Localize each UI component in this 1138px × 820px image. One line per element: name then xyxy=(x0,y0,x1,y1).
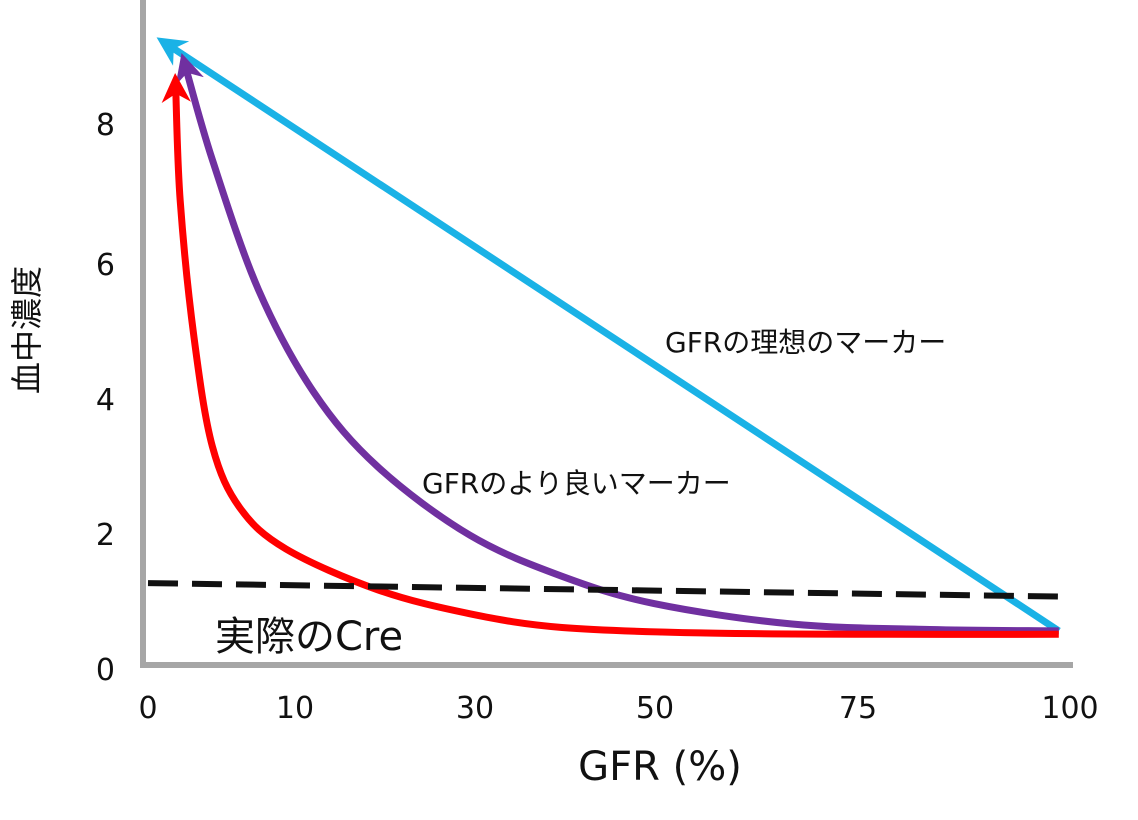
y-tick-label-4: 4 xyxy=(96,383,115,418)
axes xyxy=(140,0,1073,668)
x-tick-label-0: 0 xyxy=(138,691,157,726)
y-axis-title: 血中濃度 xyxy=(8,266,46,394)
x-axis-title: GFR (%) xyxy=(578,744,742,790)
tick-labels: 0 2 4 6 8 0 10 30 50 75 100 xyxy=(96,108,1099,726)
threshold-dashed-line xyxy=(147,580,1069,600)
x-tick-label-50: 50 xyxy=(636,691,674,726)
y-tick-label-8: 8 xyxy=(96,108,115,143)
annotation-better-marker: GFRのより良いマーカー xyxy=(422,467,731,500)
annotation-actual-cre: 実際のCre xyxy=(215,614,403,660)
y-tick-label-6: 6 xyxy=(96,248,115,283)
annotation-ideal-marker: GFRの理想のマーカー xyxy=(665,326,946,359)
series-line-2 xyxy=(161,73,1059,638)
x-tick-label-100: 100 xyxy=(1041,691,1098,726)
y-tick-label-0: 0 xyxy=(96,653,115,688)
series-line-0 xyxy=(156,37,1061,634)
y-tick-label-2: 2 xyxy=(96,518,115,553)
x-tick-label-75: 75 xyxy=(839,691,877,726)
x-tick-label-10: 10 xyxy=(276,691,314,726)
series-line-1 xyxy=(175,53,1059,635)
annotations: GFRの理想のマーカー GFRのより良いマーカー 実際のCre xyxy=(215,326,946,660)
series xyxy=(147,37,1069,638)
axis-titles: GFR (%) 血中濃度 xyxy=(8,266,742,790)
x-tick-label-30: 30 xyxy=(456,691,494,726)
